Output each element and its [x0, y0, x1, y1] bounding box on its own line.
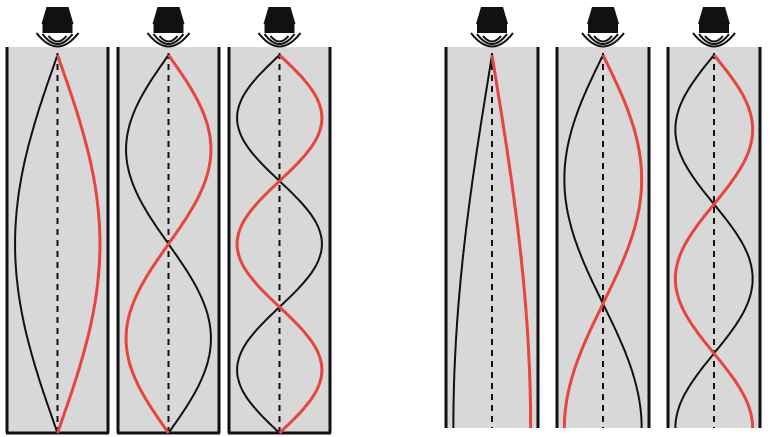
speaker-icon [581, 7, 625, 48]
open-end-tubes [444, 7, 762, 428]
wave-envelope-red [235, 53, 324, 435]
tube-harmonic-1 [5, 7, 110, 435]
tube-harmonic-5 [666, 7, 762, 428]
tube-harmonic-1 [444, 7, 540, 428]
speaker-icon [470, 7, 514, 48]
wave-envelope-red [490, 54, 533, 428]
speaker-icon [35, 7, 80, 48]
wave-envelope-black [236, 54, 323, 434]
closed-end-tubes [5, 7, 332, 435]
tube-harmonic-5 [227, 7, 332, 435]
wave-envelope-black [14, 54, 59, 434]
speaker-icon [692, 7, 736, 48]
tube-harmonic-3 [116, 7, 221, 435]
wave-envelope-black [563, 54, 643, 428]
wave-envelope-red [124, 54, 213, 434]
wave-envelope-red [56, 54, 102, 434]
tube-harmonic-3 [555, 7, 651, 428]
wave-envelope-black [452, 54, 493, 428]
speaker-icon [146, 7, 191, 48]
tube-body [557, 47, 649, 428]
speaker-icon [257, 7, 302, 48]
wave-envelope-black [674, 54, 754, 428]
wave-envelope-red [673, 54, 755, 428]
tube-body [446, 47, 538, 428]
wave-envelope-red [562, 54, 644, 428]
